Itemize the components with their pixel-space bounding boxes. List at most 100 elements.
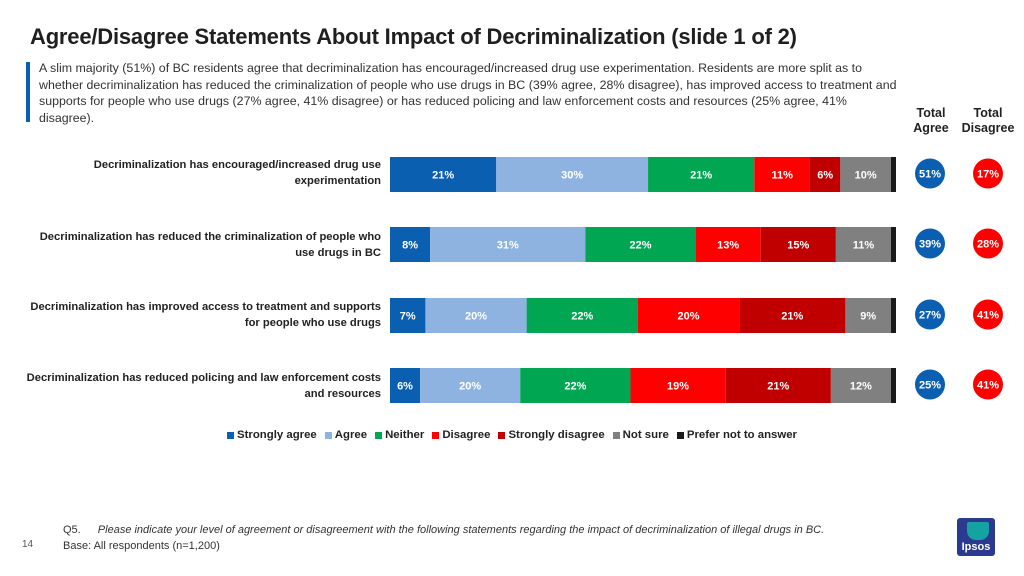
- legend-label-3: Neither: [385, 429, 425, 441]
- total-disagree-value-4: 41%: [977, 380, 999, 392]
- ipsos-logo-text: Ipsos: [961, 541, 991, 553]
- row-label-3-line-1: Decriminalization has improved access to…: [30, 301, 381, 313]
- total-disagree-bubble-3: [973, 299, 1003, 330]
- bar-segment-r1-s3: [648, 157, 755, 192]
- total-agree-bubble-1: [915, 158, 945, 189]
- legend-item-4: Disagree: [432, 429, 490, 441]
- bar-label-r1-s1: 21%: [432, 170, 454, 182]
- bar-segment-r4-s5: [725, 368, 831, 403]
- total-agree-bubble-3: [915, 299, 945, 330]
- bar-label-r4-s3: 22%: [564, 381, 586, 393]
- row-label-2-line-1: Decriminalization has reduced the crimin…: [39, 231, 381, 243]
- page-title: Agree/Disagree Statements About Impact o…: [30, 24, 797, 49]
- bar-segment-r2-s3: [585, 227, 696, 262]
- legend-item-3: Neither: [375, 429, 424, 441]
- legend-swatch-1: [227, 431, 234, 439]
- bar-label-r2-s4: 13%: [717, 240, 739, 252]
- bar-label-r4-s1: 6%: [397, 381, 413, 393]
- bar-label-r2-s5: 15%: [787, 240, 809, 252]
- bar-segment-r4-s1: [390, 368, 421, 403]
- total-agree-value-1: 51%: [919, 169, 941, 181]
- bar-label-r4-s5: 21%: [767, 381, 789, 393]
- bar-label-r4-s4: 19%: [667, 381, 689, 393]
- row-label-2: Decriminalization has reduced the crimin…: [21, 229, 381, 261]
- legend-swatch-7: [676, 431, 684, 439]
- legend-label-7: Prefer not to answer: [686, 429, 797, 441]
- row-label-1-line-1: Decriminalization has encouraged/increas…: [93, 159, 381, 171]
- page-number: 14: [22, 539, 34, 550]
- legend-item-1: Strongly agree: [227, 429, 317, 441]
- total-disagree-header: Total Disagree: [959, 106, 1017, 136]
- bar-label-r2-s6: 11%: [853, 240, 875, 252]
- bar-segment-r1-s7: [890, 157, 896, 192]
- row-label-2-line-2: use drugs in BC: [295, 247, 381, 259]
- bar-segment-r1-s4: [754, 157, 810, 192]
- bar-segment-r1-s5: [809, 157, 841, 192]
- legend-item-7: Prefer not to answer: [676, 429, 797, 441]
- subtitle-accent-bar: [26, 62, 30, 122]
- bar-segment-r2-s7: [890, 227, 896, 262]
- bar-segment-r3-s7: [890, 298, 896, 333]
- total-agree-bubble-4: [915, 369, 945, 400]
- bar-label-r3-s3: 22%: [571, 311, 593, 323]
- bar-label-r3-s2: 20%: [465, 311, 487, 323]
- ipsos-logo-mark: [967, 522, 989, 540]
- footnote-question-text: Please indicate your level of agreement …: [97, 524, 825, 536]
- bar-segment-r3-s2: [425, 298, 527, 333]
- bar-segment-r3-s4: [637, 298, 740, 333]
- bar-label-r1-s5: 6%: [817, 170, 833, 182]
- bar-segment-r2-s5: [760, 227, 836, 262]
- legend-label-1: Strongly agree: [237, 429, 317, 441]
- total-agree-bubble-2: [915, 228, 945, 259]
- bar-segment-r1-s1: [390, 157, 497, 192]
- bar-segment-r2-s4: [695, 227, 761, 262]
- total-agree-value-4: 25%: [919, 380, 941, 392]
- row-label-1-line-2: experimentation: [294, 175, 381, 187]
- bar-label-r1-s6: 10%: [855, 170, 877, 182]
- legend-swatch-2: [324, 431, 332, 439]
- bar-label-r3-s4: 20%: [678, 311, 700, 323]
- legend-item-5: Strongly disagree: [498, 429, 605, 441]
- total-disagree-bubble-1: [973, 158, 1003, 189]
- subtitle: A slim majority (51%) of BC residents ag…: [39, 61, 897, 125]
- bar-segment-r1-s2: [496, 157, 649, 192]
- row-label-1: Decriminalization has encouraged/increas…: [21, 157, 381, 189]
- total-disagree-value-3: 41%: [977, 310, 999, 322]
- total-agree-value-3: 27%: [919, 310, 941, 322]
- legend-label-2: Agree: [334, 429, 368, 441]
- bar-segment-r1-s6: [840, 157, 891, 192]
- bar-segment-r3-s6: [845, 298, 891, 333]
- bar-label-r2-s3: 22%: [629, 240, 651, 252]
- bar-segment-r2-s2: [430, 227, 586, 262]
- bar-label-r1-s2: 30%: [561, 170, 583, 182]
- row-label-3: Decriminalization has improved access to…: [21, 299, 381, 331]
- footnote-base: Base: All respondents (n=1,200): [63, 540, 220, 552]
- bar-segment-r4-s2: [420, 368, 521, 403]
- legend-label-4: Disagree: [442, 429, 491, 441]
- bar-label-r4-s6: 12%: [850, 381, 872, 393]
- legend-swatch-4: [432, 431, 440, 439]
- bar-label-r1-s3: 21%: [690, 170, 712, 182]
- bar-segment-r2-s1: [390, 227, 431, 262]
- bar-label-r3-s5: 21%: [781, 311, 803, 323]
- legend-item-6: Not sure: [612, 429, 669, 441]
- total-disagree-bubble-4: [973, 369, 1003, 400]
- total-disagree-value-2: 28%: [977, 239, 999, 251]
- bar-segment-r4-s4: [630, 368, 726, 403]
- legend-label-6: Not sure: [622, 429, 669, 441]
- total-agree-value-2: 39%: [919, 239, 941, 251]
- legend-items: Strongly agree Agree Neither Disagree Strong…: [227, 429, 797, 441]
- total-disagree-header-text: Total Disagree: [961, 106, 1015, 135]
- legend-item-2: Agree: [324, 429, 368, 441]
- total-agree-header-text: Total Agree: [913, 106, 949, 135]
- bar-segment-r4-s3: [520, 368, 631, 403]
- footnote: Q5. Please indicate your level of agreem…: [63, 522, 824, 554]
- bar-label-r3-s6: 9%: [860, 311, 876, 323]
- bar-label-r3-s1: 7%: [400, 311, 416, 323]
- row-label-4-line-2: and resources: [304, 388, 381, 400]
- total-disagree-value-1: 17%: [977, 169, 999, 181]
- bar-segment-r3-s5: [739, 298, 846, 333]
- bar-segment-r3-s3: [526, 298, 638, 333]
- row-label-3-line-2: for people who use drugs: [244, 317, 381, 329]
